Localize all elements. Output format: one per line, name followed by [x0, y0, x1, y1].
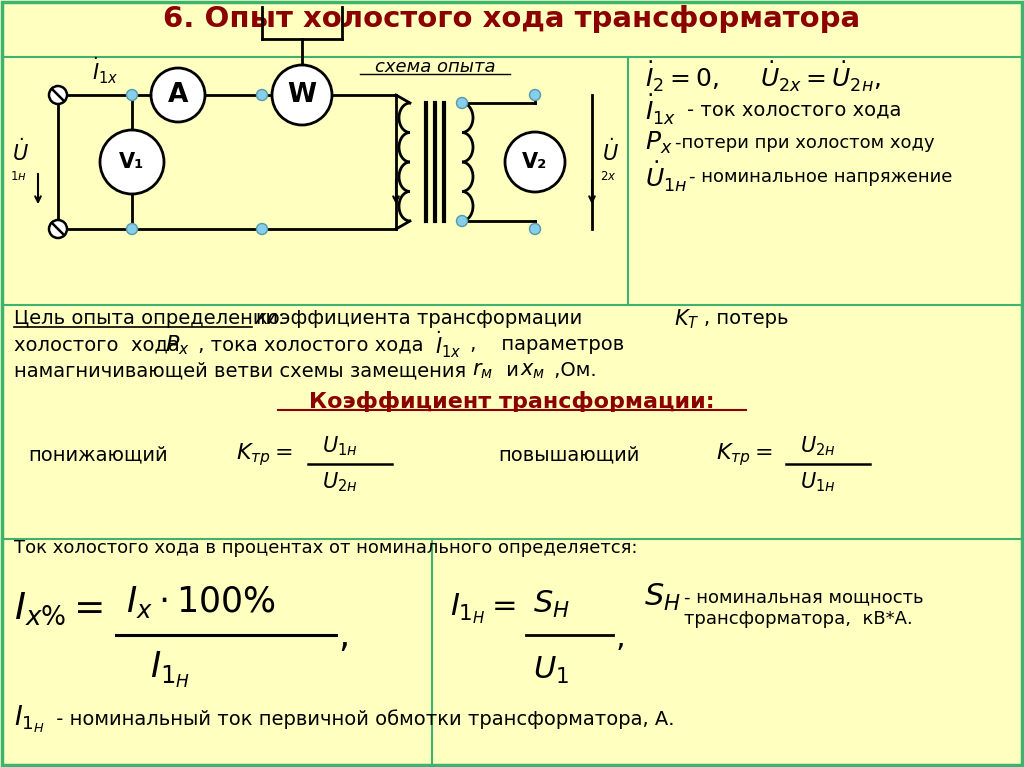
- Circle shape: [256, 223, 267, 235]
- Text: $U_{2н}$: $U_{2н}$: [800, 434, 836, 458]
- Text: ,: ,: [338, 620, 349, 654]
- Text: W: W: [288, 82, 316, 108]
- Text: 6. Опыт холостого хода трансформатора: 6. Опыт холостого хода трансформатора: [164, 5, 860, 33]
- Text: , потерь: , потерь: [705, 310, 788, 328]
- Text: $_{1н}$: $_{1н}$: [10, 165, 27, 183]
- Circle shape: [457, 216, 468, 226]
- Text: $I_{x\%}=$: $I_{x\%}=$: [14, 591, 103, 627]
- Circle shape: [127, 90, 137, 100]
- Text: - номинальная мощность: - номинальная мощность: [684, 588, 924, 606]
- Text: A: A: [168, 82, 188, 108]
- Text: Ток холостого хода в процентах от номинального определяется:: Ток холостого хода в процентах от номина…: [14, 539, 638, 557]
- Text: трансформатора,  кВ*А.: трансформатора, кВ*А.: [684, 610, 912, 628]
- Text: , тока холостого хода: , тока холостого хода: [193, 335, 430, 354]
- Text: $U_{2н}$: $U_{2н}$: [322, 470, 357, 494]
- Circle shape: [272, 65, 332, 125]
- Text: $U_{1н}$: $U_{1н}$: [322, 434, 357, 458]
- Circle shape: [127, 223, 137, 235]
- Text: $\dot{U}_{1н}$: $\dot{U}_{1н}$: [645, 160, 687, 194]
- Text: - ток холостого хода: - ток холостого хода: [687, 100, 901, 120]
- Text: ,Ом.: ,Ом.: [548, 361, 597, 380]
- Circle shape: [100, 130, 164, 194]
- Circle shape: [151, 68, 205, 122]
- Text: $\dot{U}_{2x} = \dot{U}_{2н},$: $\dot{U}_{2x} = \dot{U}_{2н},$: [760, 60, 881, 94]
- Text: V₁: V₁: [120, 152, 144, 172]
- Text: $U_{1н}$: $U_{1н}$: [800, 470, 836, 494]
- Text: $I_{1_H}=$: $I_{1_H}=$: [450, 591, 516, 627]
- Text: $\dot{I}_{1x}$: $\dot{I}_{1x}$: [92, 56, 118, 86]
- Text: - номинальное напряжение: - номинальное напряжение: [689, 168, 952, 186]
- Text: $_{2x}$: $_{2x}$: [600, 165, 616, 183]
- Text: повышающий: повышающий: [498, 446, 639, 465]
- Text: $I_x \cdot 100\%$: $I_x \cdot 100\%$: [126, 584, 275, 620]
- Text: $\dot{U}$: $\dot{U}$: [602, 139, 618, 166]
- Text: $\dot{U}$: $\dot{U}$: [12, 139, 29, 166]
- Text: Коэффициент трансформации:: Коэффициент трансформации:: [309, 391, 715, 413]
- Text: схема опыта: схема опыта: [375, 58, 496, 76]
- Text: ,    параметров: , параметров: [464, 335, 625, 354]
- Text: - номинальный ток первичной обмотки трансформатора, А.: - номинальный ток первичной обмотки тран…: [50, 709, 675, 729]
- Text: и: и: [500, 361, 525, 380]
- Text: $r_м$: $r_м$: [472, 361, 494, 381]
- Text: $U_1$: $U_1$: [534, 654, 569, 686]
- Text: -потери при холостом ходу: -потери при холостом ходу: [675, 134, 935, 152]
- Text: ,: ,: [616, 623, 626, 651]
- Text: понижающий: понижающий: [28, 446, 168, 465]
- Text: Цель опыта определении:: Цель опыта определении:: [14, 310, 285, 328]
- Circle shape: [505, 132, 565, 192]
- Circle shape: [256, 90, 267, 100]
- Text: $I_{1_H}$: $I_{1_H}$: [150, 650, 190, 690]
- Text: $x_м$: $x_м$: [520, 361, 546, 381]
- Circle shape: [457, 97, 468, 108]
- Circle shape: [49, 86, 67, 104]
- Circle shape: [529, 90, 541, 100]
- Text: $S_H$: $S_H$: [644, 581, 681, 613]
- Circle shape: [49, 220, 67, 238]
- Text: $P_x$: $P_x$: [165, 333, 189, 357]
- Text: $K_{тр}=$: $K_{тр}=$: [236, 442, 293, 469]
- Text: $S_H$: $S_H$: [534, 588, 570, 620]
- Text: $\dot{I}_2 = 0,$: $\dot{I}_2 = 0,$: [645, 60, 719, 94]
- Text: $\dot{I}_{1x}$: $\dot{I}_{1x}$: [435, 330, 462, 360]
- Text: холостого  хода: холостого хода: [14, 335, 193, 354]
- Text: $K_T$: $K_T$: [674, 308, 699, 331]
- Text: намагничивающей ветви схемы замещения: намагничивающей ветви схемы замещения: [14, 361, 478, 380]
- Text: $P_x$: $P_x$: [645, 130, 673, 156]
- Text: V₂: V₂: [522, 152, 548, 172]
- Circle shape: [529, 223, 541, 235]
- Text: $I_{1_H}$: $I_{1_H}$: [14, 703, 45, 735]
- Text: $K_{тр}=$: $K_{тр}=$: [716, 442, 773, 469]
- Text: $\dot{I}_{1x}$: $\dot{I}_{1x}$: [645, 93, 676, 127]
- Text: коэффициента трансформации: коэффициента трансформации: [256, 310, 583, 328]
